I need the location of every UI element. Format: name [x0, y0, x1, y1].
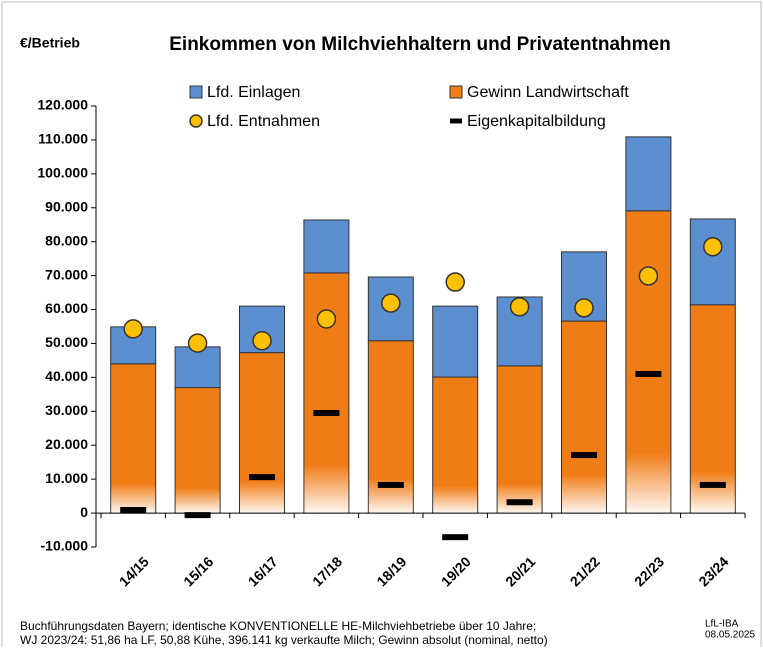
dash [313, 410, 340, 417]
source: LfL-IBA [705, 619, 739, 630]
dot [123, 319, 143, 339]
legend-swatch [449, 85, 463, 99]
x-tick-label: 16/17 [245, 553, 281, 589]
y-tick-label: 60.000 [45, 300, 88, 316]
x-tick-label: 18/19 [373, 553, 409, 589]
bar [174, 346, 221, 389]
dash [377, 481, 404, 488]
dot [445, 272, 465, 292]
dash [442, 534, 469, 541]
bar [303, 219, 350, 274]
y-tick-label: 30.000 [45, 402, 88, 418]
y-tick-label: 40.000 [45, 368, 88, 384]
y-tick-label: 90.000 [45, 198, 88, 214]
x-tick-label: 20/21 [502, 553, 538, 589]
bar-fade [562, 474, 606, 514]
bar [625, 136, 672, 212]
y-tick-label: 50.000 [45, 334, 88, 350]
x-tick-label: 21/22 [567, 553, 603, 589]
legend-label: Eigenkapitalbildung [467, 113, 606, 130]
legend-label: Gewinn Landwirtschaft [467, 84, 629, 101]
legend-swatch [450, 118, 462, 124]
source: 08.05.2025 [705, 630, 755, 641]
dot [703, 237, 723, 257]
dot [187, 333, 208, 353]
dash [506, 499, 533, 506]
y-tick-label: 10.000 [45, 470, 88, 486]
bar-fade [497, 483, 542, 514]
dash [249, 474, 275, 481]
dot [638, 266, 659, 286]
dash [699, 481, 726, 488]
y-tick-label: 20.000 [45, 436, 88, 452]
y-tick-label: 80.000 [45, 232, 88, 248]
x-tick-label: 23/24 [695, 553, 731, 589]
bar-fade [175, 487, 220, 514]
bar-fade [240, 480, 284, 514]
legend-label: Lfd. Einlagen [207, 84, 300, 101]
dot [381, 293, 401, 313]
x-tick-label: 17/18 [309, 553, 345, 589]
bar [432, 305, 479, 378]
dash [635, 370, 662, 377]
bar-fade [433, 485, 478, 514]
dot [252, 330, 272, 351]
x-tick-label: 19/20 [438, 553, 474, 589]
footnote: WJ 2023/24: 51,86 ha LF, 50,88 Kühe, 396… [20, 633, 548, 647]
footnote: Buchführungsdaten Bayern; identische KON… [20, 619, 536, 633]
x-tick-label: 22/23 [631, 553, 667, 589]
dot [574, 298, 594, 318]
dot [509, 297, 530, 317]
legend-swatch [189, 85, 203, 99]
y-tick-label: 120.000 [37, 97, 88, 113]
y-tick-label: -10.000 [41, 538, 89, 554]
bar-fade [304, 465, 349, 514]
dash [184, 512, 211, 519]
bar-fade [626, 452, 671, 514]
bar-fade [690, 471, 735, 514]
x-tick-label: 14/15 [116, 553, 152, 589]
y-tick-label: 70.000 [45, 266, 88, 282]
legend-label: Lfd. Entnahmen [207, 113, 320, 130]
bar [689, 218, 736, 306]
y-tick-label: 110.000 [38, 131, 88, 147]
dot [316, 309, 337, 329]
dash [571, 452, 597, 459]
legend-swatch [189, 114, 203, 128]
chart-title: Einkommen von Milchviehhaltern und Priva… [169, 34, 670, 55]
x-tick-label: 15/16 [180, 553, 216, 589]
y-tick-label: 0 [80, 504, 88, 520]
y-tick-label: 100.000 [37, 165, 88, 181]
y-axis-label: €/Betrieb [20, 35, 80, 51]
dash [120, 507, 147, 514]
